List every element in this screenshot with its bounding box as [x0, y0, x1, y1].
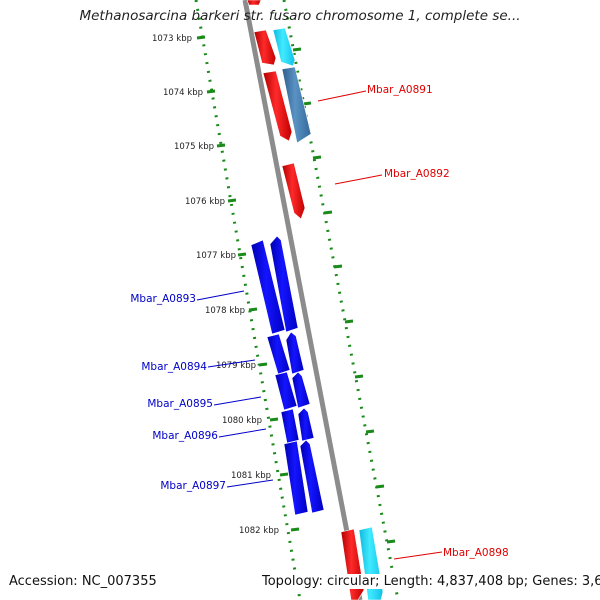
tick-label: 1081 kbp	[231, 471, 271, 481]
tick-mark	[302, 101, 312, 106]
gene-label: Mbar_A0897	[160, 480, 226, 492]
gene-label: Mbar_A0896	[152, 430, 218, 442]
tick-mark	[258, 362, 268, 367]
tick-mark	[196, 35, 206, 40]
leader-line	[226, 479, 274, 488]
gene-labels: Mbar_A0891 Mbar_A0892 Mbar_A0893 Mbar_A0…	[130, 84, 508, 559]
tick-mark	[365, 429, 375, 434]
gene-feature-top-partial	[246, 0, 262, 6]
gene-label: Mbar_A0892	[384, 168, 450, 180]
backbone-line	[242, 0, 363, 600]
tick-mark	[344, 319, 354, 324]
outer-tick-marks	[292, 47, 396, 544]
leader-line	[207, 359, 256, 368]
gene-feature-Mbar_A0897-right	[299, 439, 325, 514]
gene-feature-Mbar_A0894-left	[266, 333, 291, 375]
leader-line	[196, 290, 245, 301]
gene-label: Mbar_A0893	[130, 293, 196, 305]
leader-line	[334, 174, 383, 185]
gene-feature-Mbar_A0893-right	[269, 235, 299, 333]
topology-summary: Topology: circular; Length: 4,837,408 bp…	[260, 574, 600, 589]
gene-feature-Mbar_A0896-right	[297, 407, 315, 442]
tick-label: 1079 kbp	[216, 361, 256, 371]
gene-features	[246, 0, 384, 600]
gene-feature-Mbar_A0892	[281, 162, 306, 220]
tick-mark	[227, 198, 237, 203]
tick-mark	[354, 374, 364, 379]
tick-mark	[292, 47, 302, 52]
tick-mark	[216, 143, 226, 148]
tick-mark	[333, 264, 343, 269]
gene-feature-cyan	[272, 27, 296, 67]
tick-label: 1080 kbp	[222, 416, 262, 426]
gene-feature-Mbar_A0891-red	[262, 70, 293, 142]
kbp-tick-labels: 1073 kbp 1074 kbp 1075 kbp 1076 kbp 1077…	[152, 34, 282, 590]
gene-label: Mbar_A0894	[141, 361, 207, 373]
gene-feature-Mbar_A0895-left	[274, 371, 298, 411]
leader-line	[317, 90, 367, 102]
leader-line	[393, 551, 443, 560]
tick-label: 1075 kbp	[174, 142, 214, 152]
gene-feature-Mbar_A0891-steelblue	[281, 66, 312, 144]
gene-feature-Mbar_A0893-left	[250, 239, 286, 335]
leader-line	[213, 396, 262, 406]
tick-label: 1082 kbp	[239, 526, 279, 536]
tick-mark	[312, 155, 322, 160]
tick-mark	[290, 527, 300, 532]
accession-text: Accession: NC_007355	[9, 574, 157, 589]
gene-label: Mbar_A0898	[443, 547, 509, 559]
tick-mark	[237, 252, 247, 257]
gene-feature-Mbar_A0894-right	[285, 331, 305, 375]
tick-label: 1078 kbp	[205, 306, 245, 316]
tick-label: 1077 kbp	[196, 251, 236, 261]
leader-line	[218, 428, 267, 438]
tick-label: 1073 kbp	[152, 34, 192, 44]
tick-mark	[375, 484, 385, 489]
tick-mark	[248, 307, 258, 312]
gene-feature-Mbar_A0895-right	[291, 371, 311, 409]
tick-label: 1076 kbp	[185, 197, 225, 207]
map-title: Methanosarcina barkeri str. fusaro chrom…	[79, 8, 521, 24]
tick-label: 1074 kbp	[163, 88, 203, 98]
gene-feature-red	[253, 29, 277, 66]
gene-label: Mbar_A0891	[367, 84, 433, 96]
tick-mark	[269, 417, 279, 422]
tick-mark	[279, 472, 289, 477]
tick-mark	[323, 210, 333, 215]
tick-mark	[386, 539, 396, 544]
gene-feature-Mbar_A0897-left	[283, 440, 309, 516]
gene-label: Mbar_A0895	[147, 398, 213, 410]
gene-feature-Mbar_A0896-left	[280, 408, 300, 444]
kbp-tick-marks	[196, 35, 300, 532]
tick-mark	[206, 89, 216, 94]
label-leaders	[196, 90, 443, 560]
